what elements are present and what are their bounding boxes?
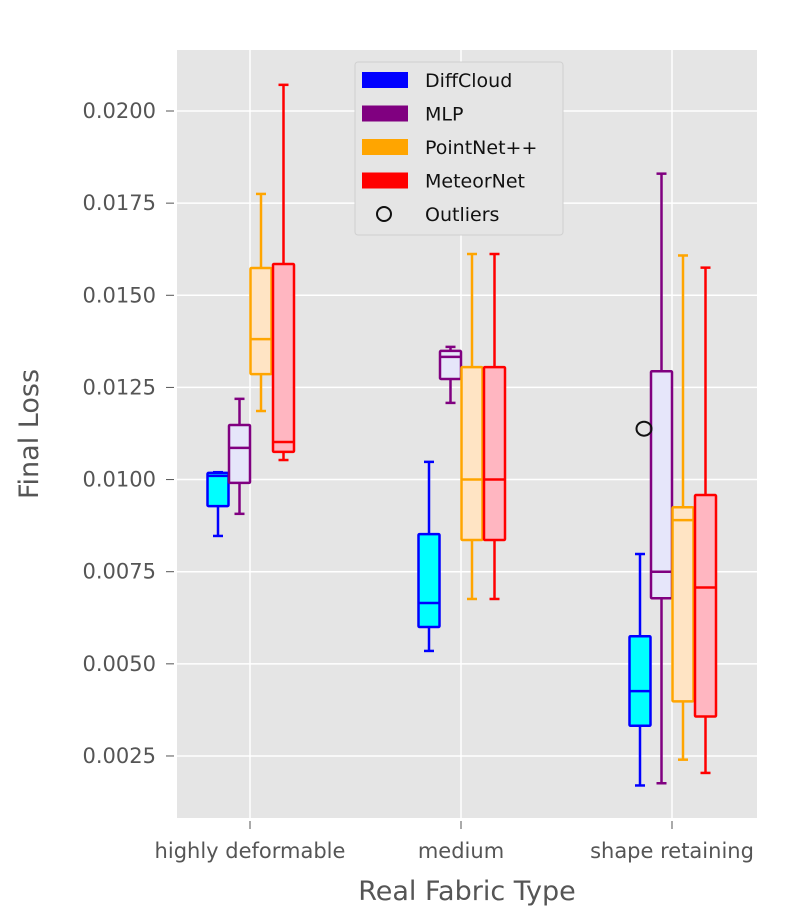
box-diffcloud-1 — [417, 460, 441, 653]
box-iqr — [460, 365, 484, 542]
box-iqr — [438, 349, 463, 381]
legend-label: Outliers — [425, 204, 499, 226]
y-axis-label: Final Loss — [14, 369, 45, 499]
box-iqr — [417, 532, 441, 629]
box-iqr — [693, 493, 718, 718]
box-iqr — [649, 369, 674, 600]
box-iqr — [271, 262, 296, 454]
box-pointnet-1 — [460, 252, 484, 601]
legend-label: PointNet++ — [425, 137, 537, 159]
legend-swatch-meteornet — [362, 172, 408, 189]
x-tick-label: highly deformable — [155, 839, 346, 863]
box-iqr — [249, 266, 273, 376]
legend-swatch-mlp — [362, 105, 408, 122]
legend-swatch-diffcloud — [362, 72, 408, 88]
legend-label: MLP — [425, 104, 463, 126]
box-pointnet-0 — [249, 192, 273, 413]
box-mlp-2 — [649, 172, 674, 785]
legend-swatch-pointnet — [362, 139, 408, 155]
legend-frame — [354, 61, 564, 236]
box-iqr — [671, 505, 695, 703]
legend-outlier-marker — [376, 206, 392, 222]
y-tick-label: 0.0100 — [83, 468, 156, 492]
box-mlp-0 — [227, 397, 252, 516]
y-tick-label: 0.0175 — [83, 191, 156, 215]
box-iqr — [482, 365, 507, 542]
box-diffcloud-2 — [628, 552, 652, 787]
box-mlp-1 — [438, 345, 463, 405]
y-tick-label: 0.0025 — [83, 744, 156, 768]
y-tick-label: 0.0200 — [83, 99, 156, 123]
box-meteornet-1 — [482, 252, 507, 601]
y-tick-label: 0.0050 — [83, 652, 156, 676]
box-iqr — [227, 423, 252, 485]
box-iqr — [628, 634, 652, 728]
x-axis-label: Real Fabric Type — [358, 876, 576, 907]
box-iqr — [206, 471, 230, 508]
box-meteornet-0 — [271, 83, 296, 462]
box-diffcloud-0 — [206, 470, 230, 538]
x-tick-label: medium — [418, 839, 504, 863]
y-tick-label: 0.0075 — [83, 560, 156, 584]
y-tick-label: 0.0125 — [83, 375, 156, 399]
y-tick-label: 0.0150 — [83, 283, 156, 307]
outlier-point — [635, 420, 653, 437]
legend-label: MeteorNet — [425, 171, 525, 193]
box-meteornet-2 — [693, 266, 718, 775]
legend: DiffCloud MLP PointNet++ MeteorNet Outliers — [354, 61, 564, 236]
box-pointnet-2 — [671, 254, 695, 761]
x-tick-label: shape retaining — [590, 839, 754, 863]
legend-label: DiffCloud — [425, 70, 512, 92]
